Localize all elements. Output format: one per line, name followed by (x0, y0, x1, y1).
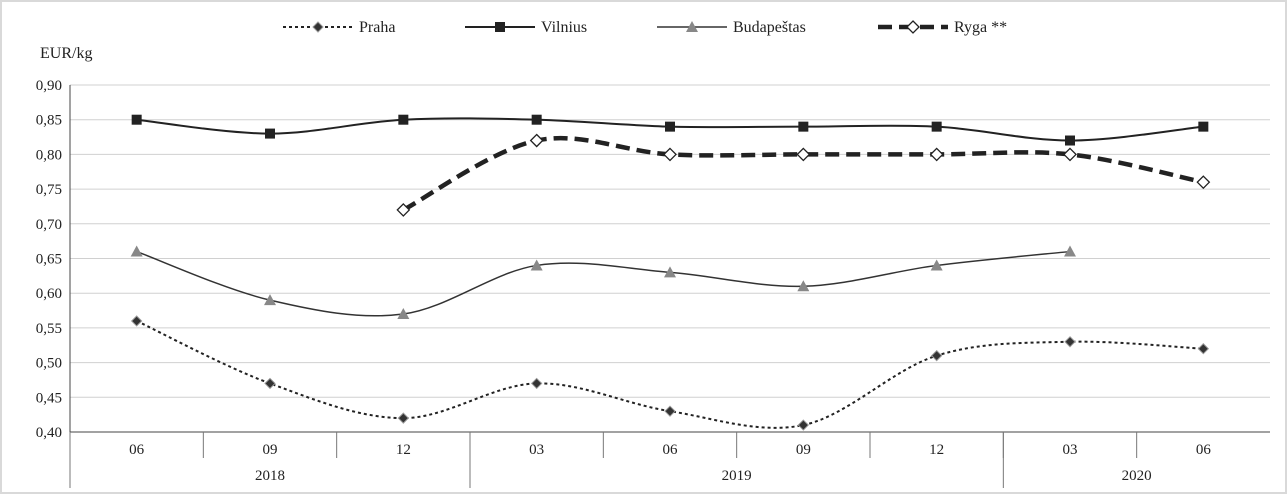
x-tick-label: 12 (396, 442, 411, 458)
data-point-vilnius (931, 121, 942, 132)
data-point-praha (530, 377, 543, 390)
series-layer (130, 114, 1211, 431)
data-point-praha (1064, 336, 1076, 348)
legend-item-praha: Praha (283, 19, 395, 36)
data-point-vilnius (1198, 121, 1209, 132)
y-tick-label: 0,45 (36, 390, 62, 406)
legend-marker (906, 20, 920, 34)
data-point-vilnius (798, 121, 809, 132)
data-point-ryga (796, 147, 811, 162)
data-point-vilnius (665, 121, 675, 132)
data-point-vilnius (265, 128, 275, 139)
x-tick-label: 09 (796, 442, 811, 458)
x-tick-label: 06 (1196, 442, 1212, 458)
y-tick-label: 0,90 (36, 78, 62, 94)
series-ryga (396, 133, 1211, 217)
y-tick-labels: 0,90 0,85 0,80 0,75 0,70 0,65 0,60 0,55 0,50 0,45… (36, 78, 62, 441)
data-point-vilnius (1065, 135, 1075, 146)
series-praha (130, 315, 1210, 431)
data-point-budapetas (1064, 245, 1076, 257)
legend-label: Budapeštas (733, 19, 806, 36)
data-point-ryga (529, 133, 544, 148)
x-tick-label: 09 (263, 442, 278, 458)
series-budapetas (130, 245, 1076, 320)
y-tick-label: 0,60 (36, 286, 62, 302)
data-point-budapetas (130, 245, 143, 257)
x-tick-label: 03 (1063, 442, 1078, 458)
y-tick-label: 0,65 (36, 252, 62, 268)
data-point-praha (664, 405, 676, 417)
data-point-praha (797, 419, 810, 431)
x-tick-label: 03 (529, 442, 544, 458)
data-point-praha (930, 349, 943, 362)
legend: Praha Vilnius Budapeštas Ryga ** (283, 19, 1007, 36)
data-point-praha (264, 377, 276, 390)
y-tick-label: 0,85 (36, 113, 62, 129)
legend-label: Ryga ** (954, 19, 1007, 36)
data-point-vilnius (131, 114, 142, 125)
x-tick-labels: 06 09 12 03 06 09 12 03 06 (129, 442, 1211, 458)
legend-item-ryga: Ryga ** (878, 19, 1007, 36)
y-tick-label: 0,80 (36, 147, 62, 163)
data-point-ryga (663, 147, 677, 162)
data-point-budapetas (664, 266, 676, 278)
y-axis-label: EUR/kg (40, 45, 92, 62)
data-point-budapetas (397, 308, 410, 320)
y-tick-label: 0,75 (36, 182, 62, 198)
data-point-praha (397, 412, 410, 424)
x-tick-label: 06 (663, 442, 679, 458)
x-tick-label: 06 (129, 442, 145, 458)
data-point-vilnius (398, 114, 409, 125)
year-label: 2018 (255, 468, 285, 484)
data-point-budapetas (797, 280, 810, 292)
data-point-praha (130, 315, 143, 327)
series-vilnius (131, 114, 1209, 146)
legend-label: Vilnius (541, 19, 587, 36)
legend-label: Praha (359, 19, 395, 36)
x-tick-label: 12 (929, 442, 944, 458)
data-point-praha (1197, 343, 1210, 355)
data-point-ryga (1063, 147, 1077, 162)
legend-item-vilnius: Vilnius (465, 19, 587, 36)
data-point-vilnius (531, 114, 542, 125)
y-tick-label: 0,40 (36, 425, 62, 441)
axes (69, 85, 1270, 488)
y-tick-label: 0,50 (36, 356, 62, 372)
data-point-budapetas (264, 294, 276, 306)
legend-marker (495, 22, 505, 32)
legend-marker (686, 21, 698, 32)
data-point-ryga (929, 147, 944, 162)
grid-lines (70, 84, 1270, 433)
data-point-budapetas (930, 259, 943, 271)
year-label: 2019 (722, 468, 752, 484)
series-line-budapetas (136, 250, 1071, 317)
data-point-ryga (396, 203, 411, 217)
year-label: 2020 (1122, 468, 1152, 484)
data-point-ryga (1196, 175, 1211, 190)
year-labels: 2018 2019 2020 (255, 468, 1152, 484)
y-tick-label: 0,55 (36, 321, 62, 337)
data-point-budapetas (530, 259, 543, 271)
legend-item-budapetas: Budapeštas (657, 19, 806, 36)
legend-marker (312, 21, 324, 33)
y-tick-label: 0,70 (36, 217, 62, 233)
